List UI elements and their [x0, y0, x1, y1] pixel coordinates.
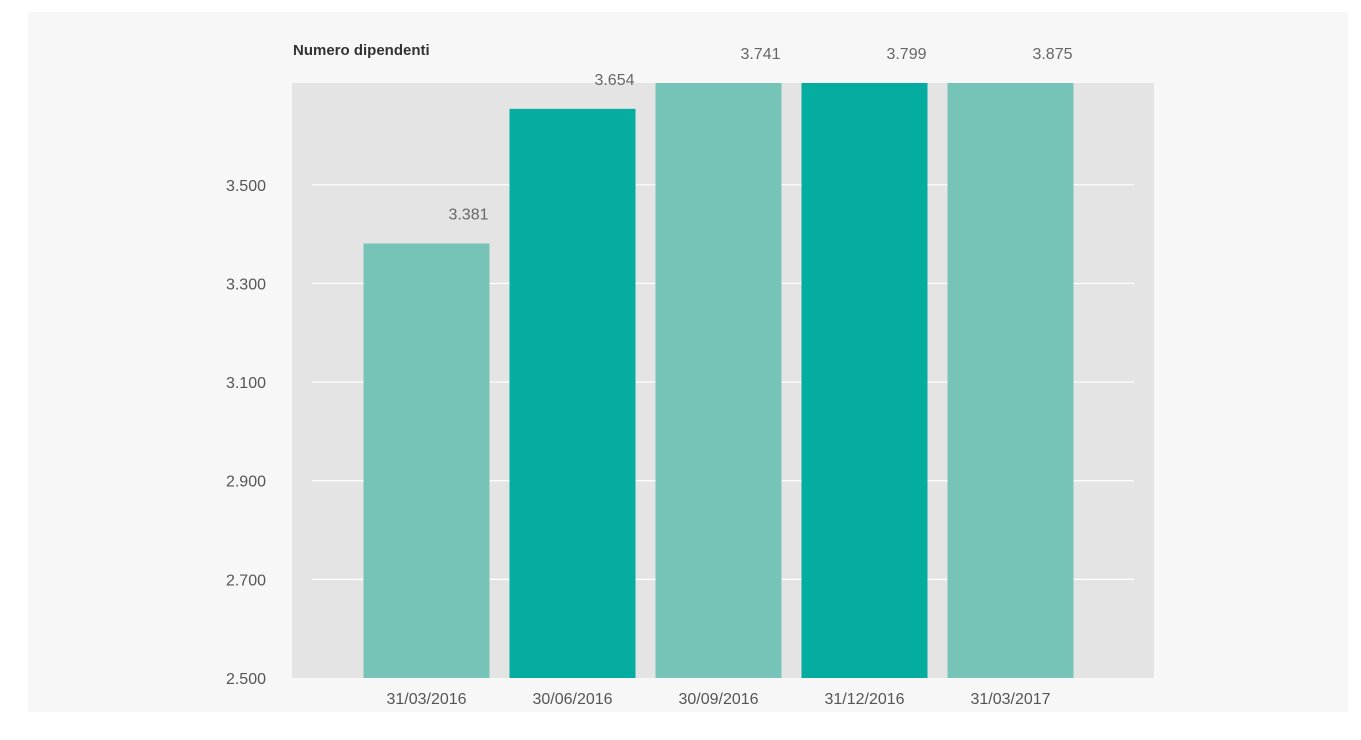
data-labels: 3.381 3.654 3.741 3.799 3.875: [448, 46, 1072, 223]
bar-chart: 2.500 2.700 2.900 3.100 3.300 3.500 31/03/201…: [226, 46, 1154, 708]
y-tick-label: 2.900: [226, 474, 266, 491]
x-tick-label: 31/03/2017: [970, 691, 1050, 708]
x-tick-label: 30/09/2016: [678, 691, 758, 708]
x-tick-label: 30/06/2016: [532, 691, 612, 708]
x-tick-label: 31/12/2016: [824, 691, 904, 708]
y-tick-label: 2.700: [226, 572, 266, 589]
bar: [363, 243, 490, 679]
data-label: 3.381: [448, 206, 488, 223]
bar: [947, 83, 1074, 678]
y-axis-ticks: 2.500 2.700 2.900 3.100 3.300 3.500: [226, 178, 266, 688]
y-tick-label: 3.500: [226, 178, 266, 195]
data-label: 3.875: [1032, 46, 1072, 63]
x-axis-ticks: 31/03/2016 30/06/2016 30/09/2016 31/12/2016…: [386, 691, 1050, 708]
x-tick-label: 31/03/2016: [386, 691, 466, 708]
bars: [363, 83, 1074, 679]
bar: [655, 83, 782, 678]
y-tick-label: 3.300: [226, 276, 266, 293]
bar: [509, 108, 636, 679]
chart-card: Numero dipendenti 2.500 2.700 2.900 3.100 3.…: [28, 12, 1348, 712]
data-label: 3.741: [740, 46, 780, 63]
data-label: 3.799: [886, 46, 926, 63]
chart-title: Numero dipendenti: [293, 42, 430, 59]
data-label: 3.654: [594, 72, 634, 89]
y-tick-label: 2.500: [226, 671, 266, 688]
y-tick-label: 3.100: [226, 375, 266, 392]
bar: [801, 83, 928, 678]
